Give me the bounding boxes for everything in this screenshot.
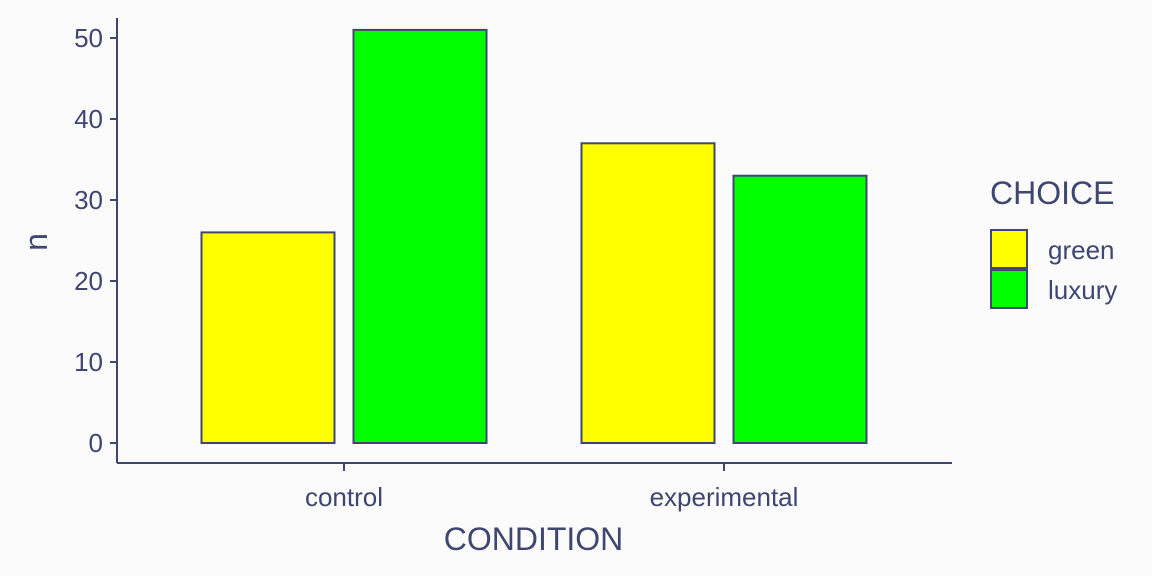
bar-green-experimental	[580, 142, 716, 445]
legend-label-green: green	[1048, 235, 1115, 265]
bar-luxury-experimental	[732, 174, 868, 444]
legend-title: CHOICE	[990, 175, 1114, 211]
x-tick-label: control	[305, 482, 383, 512]
y-ticks: 0 10 20 30 40 50	[74, 23, 117, 458]
x-ticks: control experimental	[305, 463, 798, 512]
axes-layer	[116, 18, 952, 464]
bars-layer	[200, 28, 868, 445]
y-axis-title: n	[18, 233, 54, 251]
bar-green-control	[200, 231, 336, 444]
bar-luxury-control	[352, 28, 488, 445]
legend: CHOICE green luxury	[990, 175, 1117, 309]
y-tick-label: 0	[89, 428, 103, 458]
legend-label-luxury: luxury	[1048, 275, 1117, 305]
x-axis-title: CONDITION	[444, 521, 624, 557]
y-tick-label: 50	[74, 23, 103, 53]
legend-items: green luxury	[990, 229, 1117, 309]
x-tick-label: experimental	[650, 482, 799, 512]
legend-swatch-luxury	[990, 269, 1028, 309]
legend-swatch-green	[990, 229, 1028, 269]
y-tick-label: 10	[74, 347, 103, 377]
y-tick-label: 30	[74, 185, 103, 215]
y-tick-label: 40	[74, 104, 103, 134]
y-tick-label: 20	[74, 266, 103, 296]
